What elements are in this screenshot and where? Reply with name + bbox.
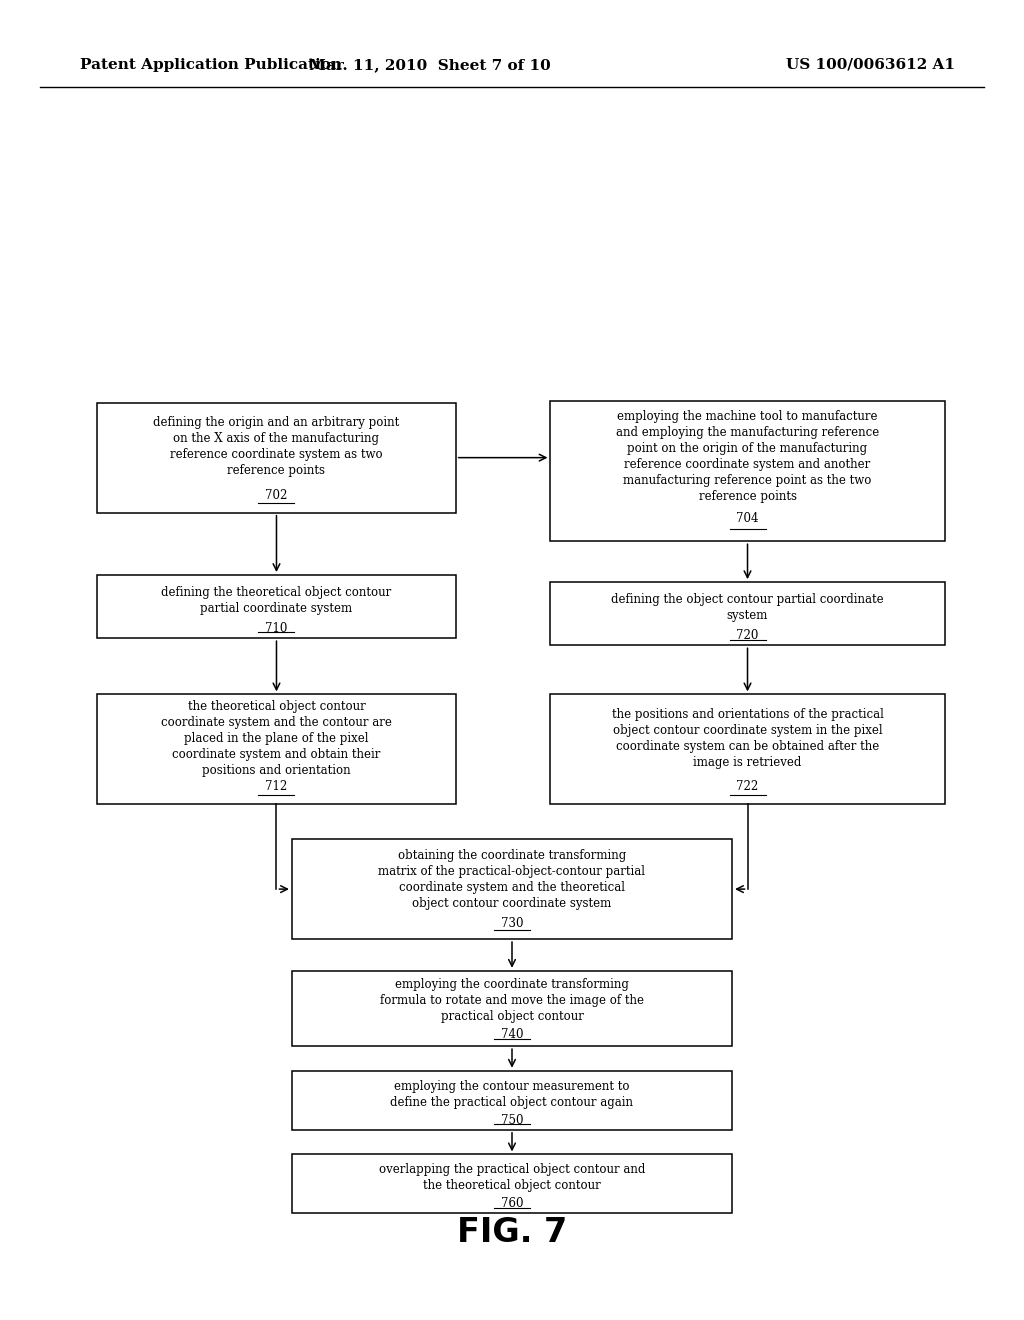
Text: defining the object contour partial coordinate
system: defining the object contour partial coor… (611, 593, 884, 622)
Text: 702: 702 (265, 488, 288, 502)
Bar (551, 582, 944, 645)
Text: overlapping the practical object contour and
the theoretical object contour: overlapping the practical object contour… (379, 1163, 645, 1192)
Text: defining the theoretical object contour
partial coordinate system: defining the theoretical object contour … (162, 586, 391, 615)
Text: employing the contour measurement to
define the practical object contour again: employing the contour measurement to def… (390, 1080, 634, 1109)
Text: employing the machine tool to manufacture
and employing the manufacturing refere: employing the machine tool to manufactur… (615, 411, 880, 503)
Bar (551, 400, 944, 541)
Text: 704: 704 (736, 512, 759, 525)
Text: 710: 710 (265, 622, 288, 635)
Bar (292, 970, 732, 1047)
Text: 730: 730 (501, 916, 523, 929)
Text: Patent Application Publication: Patent Application Publication (80, 58, 342, 73)
Bar (97, 694, 456, 804)
Text: 720: 720 (736, 628, 759, 642)
Bar (292, 1071, 732, 1130)
Text: Mar. 11, 2010  Sheet 7 of 10: Mar. 11, 2010 Sheet 7 of 10 (309, 58, 551, 73)
Text: defining the origin and an arbitrary point
on the X axis of the manufacturing
re: defining the origin and an arbitrary poi… (154, 416, 399, 477)
Text: 722: 722 (736, 780, 759, 793)
Text: the theoretical object contour
coordinate system and the contour are
placed in t: the theoretical object contour coordinat… (161, 700, 392, 777)
Bar (292, 840, 732, 939)
Bar (97, 576, 456, 638)
Bar (551, 694, 944, 804)
Text: US 100/0063612 A1: US 100/0063612 A1 (785, 58, 954, 73)
Text: 750: 750 (501, 1114, 523, 1127)
Text: 740: 740 (501, 1027, 523, 1040)
Text: the positions and orientations of the practical
object contour coordinate system: the positions and orientations of the pr… (611, 708, 884, 768)
Text: FIG. 7: FIG. 7 (457, 1216, 567, 1249)
Text: 760: 760 (501, 1197, 523, 1210)
Text: obtaining the coordinate transforming
matrix of the practical-object-contour par: obtaining the coordinate transforming ma… (379, 849, 645, 909)
Bar (292, 1154, 732, 1213)
Text: 712: 712 (265, 780, 288, 793)
Text: employing the coordinate transforming
formula to rotate and move the image of th: employing the coordinate transforming fo… (380, 978, 644, 1023)
Bar (97, 403, 456, 512)
